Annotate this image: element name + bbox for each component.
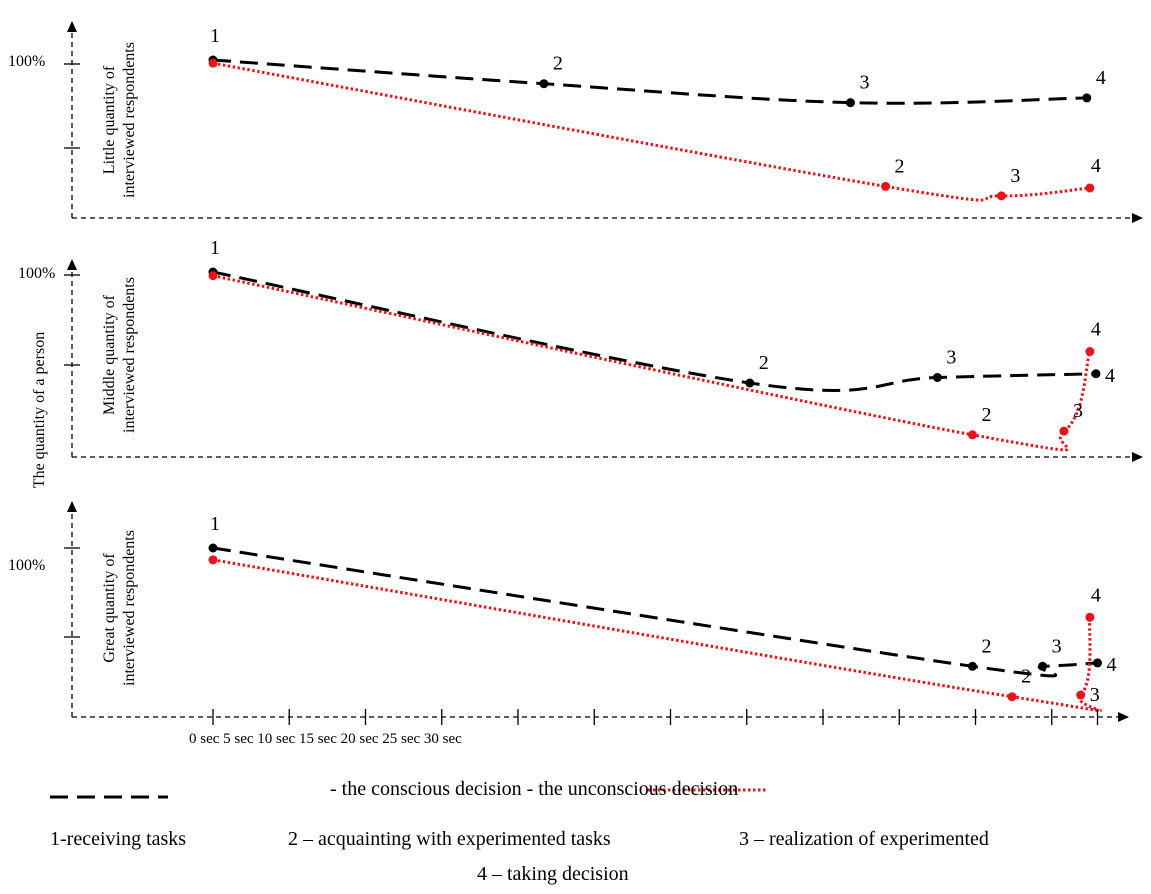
unconscious-point-label: 3 [1090, 684, 1100, 706]
unconscious-point [967, 430, 977, 440]
panel-label-line-2: interviewed respondents [121, 277, 138, 433]
panel-2-marks: 12 342 34 [208, 237, 1115, 452]
conscious-point-label: 3 [946, 346, 956, 368]
conscious-point-label: 1 [210, 513, 220, 535]
unconscious-point [1085, 347, 1095, 357]
y-axis-title: The quantity of a person [31, 332, 48, 488]
stage-4-label: 4 – taking decision [477, 863, 629, 885]
legend-text: - the conscious decision - the unconscio… [330, 778, 738, 800]
conscious-point-label: 1 [210, 25, 220, 47]
percent-label: 100% [8, 557, 45, 574]
conscious-point [1082, 93, 1092, 103]
unconscious-point-label: 4 [1091, 584, 1101, 606]
unconscious-point-label: 3 [1010, 165, 1020, 187]
conscious-point [967, 661, 977, 671]
panel-1-marks: 1 2 3 4 2 3 4 [208, 25, 1106, 202]
conscious-point-label: 3 [1052, 635, 1062, 657]
conscious-point-label: 2 [759, 352, 769, 374]
panel-middle-quantity: 100% Middle quantity of interviewed resp… [18, 237, 1143, 462]
panel-label-line-2: interviewed respondents [121, 42, 138, 198]
legend: - the conscious decision - the unconscio… [50, 778, 989, 885]
unconscious-line [212, 558, 1102, 713]
unconscious-point-label: 2 [981, 404, 991, 426]
conscious-point [932, 372, 942, 382]
conscious-point [208, 543, 218, 553]
conscious-point-label: 2 [553, 53, 563, 75]
conscious-point [845, 98, 855, 108]
conscious-point [539, 79, 549, 89]
stage-1-label: 1-receiving tasks [50, 828, 186, 850]
unconscious-point [1076, 690, 1086, 700]
panel-great-quantity: 100% Great quantity of interviewed respo… [8, 501, 1129, 725]
stage-3-label: 3 – realization of experimented [739, 828, 989, 850]
unconscious-point [208, 271, 218, 281]
conscious-point [1038, 661, 1048, 671]
panel-label-line-2: interviewed respondents [121, 530, 138, 686]
unconscious-point-label: 2 [895, 155, 905, 177]
percent-label: 100% [8, 53, 45, 70]
conscious-line [212, 546, 1098, 678]
unconscious-point [1059, 426, 1069, 436]
conscious-point-label: 2 [981, 635, 991, 657]
panel-label-line-1: Little quantity of [101, 65, 118, 174]
x-tick-labels: 0 sec 5 sec 10 sec 15 sec 20 sec 25 sec … [189, 731, 462, 747]
unconscious-point [996, 191, 1006, 201]
conscious-point-label: 4 [1096, 67, 1106, 89]
unconscious-point-label: 4 [1091, 319, 1101, 341]
conscious-point [1091, 369, 1101, 379]
unconscious-point-label: 3 [1073, 400, 1083, 422]
unconscious-point [881, 181, 891, 191]
conscious-point-label: 1 [210, 237, 220, 259]
conscious-point-label: 4 [1107, 654, 1117, 676]
conscious-point-label: 4 [1105, 365, 1115, 387]
conscious-line [212, 270, 1097, 392]
unconscious-point [1085, 183, 1095, 193]
unconscious-point-label: 4 [1091, 155, 1101, 177]
unconscious-point [208, 555, 218, 565]
stage-2-label: 2 – acquainting with experimented tasks [288, 828, 611, 850]
conscious-point [745, 378, 755, 388]
conscious-point [1093, 658, 1102, 668]
unconscious-point [1085, 612, 1095, 622]
x-ticks [212, 709, 1099, 725]
panel-label-line-1: Middle quantity of [101, 294, 118, 415]
unconscious-line [212, 61, 1091, 202]
percent-label: 100% [18, 265, 55, 282]
panel-label-line-1: Great quantity of [101, 553, 118, 663]
unconscious-point [1007, 692, 1017, 702]
unconscious-point [208, 58, 218, 68]
panel-little-quantity: 100% Little quantity of interviewed resp… [8, 21, 1143, 223]
conscious-point-label: 3 [859, 72, 869, 94]
conscious-line [212, 58, 1087, 105]
unconscious-point-label: 2 [1021, 666, 1031, 688]
